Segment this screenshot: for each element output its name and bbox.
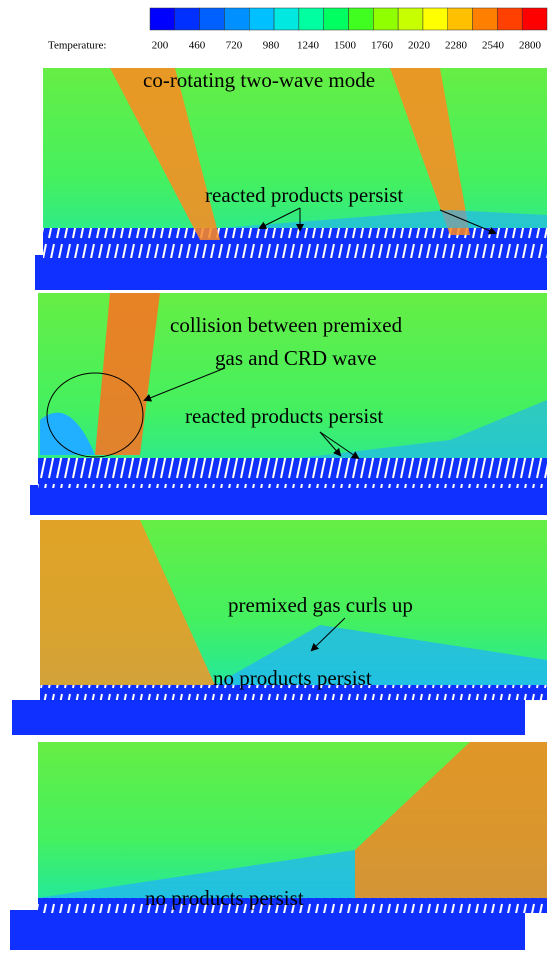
colorbar-tick-label: 2280 bbox=[445, 40, 468, 52]
injectors bbox=[43, 228, 547, 258]
colorbar-segment bbox=[274, 8, 299, 30]
colorbar-segment bbox=[349, 8, 374, 30]
colorbar-segment bbox=[497, 8, 522, 30]
colorbar-segment bbox=[150, 8, 175, 30]
colorbar-segment bbox=[522, 8, 547, 30]
base bbox=[12, 700, 525, 735]
colorbar-label: Temperature: bbox=[48, 40, 106, 52]
panel: co-rotating two-wave mode reacted produc… bbox=[35, 68, 547, 290]
annotation: no products persist bbox=[145, 886, 304, 910]
annotation: premixed gas curls up bbox=[228, 593, 413, 617]
colorbar-segment bbox=[398, 8, 423, 30]
colorbar: 200 460 720 980 1240 1500 1760 2020 2280 2540 2800 bbox=[150, 8, 547, 52]
colorbar-segment bbox=[249, 8, 274, 30]
colorbar-segment bbox=[299, 8, 324, 30]
page: {"colorbar": {"label": "Temperature:", "… bbox=[0, 0, 551, 954]
colorbar-tick-label: 1760 bbox=[371, 40, 394, 52]
panel: collision between premixed gas and CRD w… bbox=[30, 293, 547, 515]
colorbar-tick-label: 2800 bbox=[519, 40, 542, 52]
colorbar-tick-label: 2540 bbox=[482, 40, 505, 52]
colorbar-segment bbox=[473, 8, 498, 30]
colorbar-tick-label: 2020 bbox=[408, 40, 431, 52]
annotation: no products persist bbox=[213, 666, 372, 690]
colorbar-tick-label: 720 bbox=[226, 40, 243, 52]
base bbox=[35, 255, 547, 290]
colorbar-tick-label: 1240 bbox=[297, 40, 320, 52]
colorbar-segment bbox=[175, 8, 200, 30]
annotation: co-rotating two-wave mode bbox=[143, 68, 375, 92]
annotation: reacted products persist bbox=[205, 183, 403, 207]
figure: 200 460 720 980 1240 1500 1760 2020 2280 2540 2800… bbox=[0, 0, 551, 954]
injectors bbox=[38, 458, 547, 488]
colorbar-tick-label: 1500 bbox=[334, 40, 357, 52]
colorbar-segment bbox=[423, 8, 448, 30]
annotation: collision between premixed bbox=[170, 313, 403, 337]
colorbar-segment bbox=[448, 8, 473, 30]
annotation: reacted products persist bbox=[185, 404, 383, 428]
colorbar-segment bbox=[224, 8, 249, 30]
base bbox=[30, 485, 547, 515]
colorbar-segment bbox=[324, 8, 349, 30]
colorbar-tick-label: 460 bbox=[189, 40, 206, 52]
colorbar-segment bbox=[200, 8, 225, 30]
panel: no products persist bbox=[10, 742, 547, 950]
colorbar-segment bbox=[373, 8, 398, 30]
colorbar-tick-label: 980 bbox=[263, 40, 280, 52]
colorbar-tick-label: 200 bbox=[152, 40, 169, 52]
annotation: gas and CRD wave bbox=[215, 346, 377, 370]
panel: premixed gas curls up no products persis… bbox=[12, 520, 547, 735]
base bbox=[10, 910, 525, 950]
